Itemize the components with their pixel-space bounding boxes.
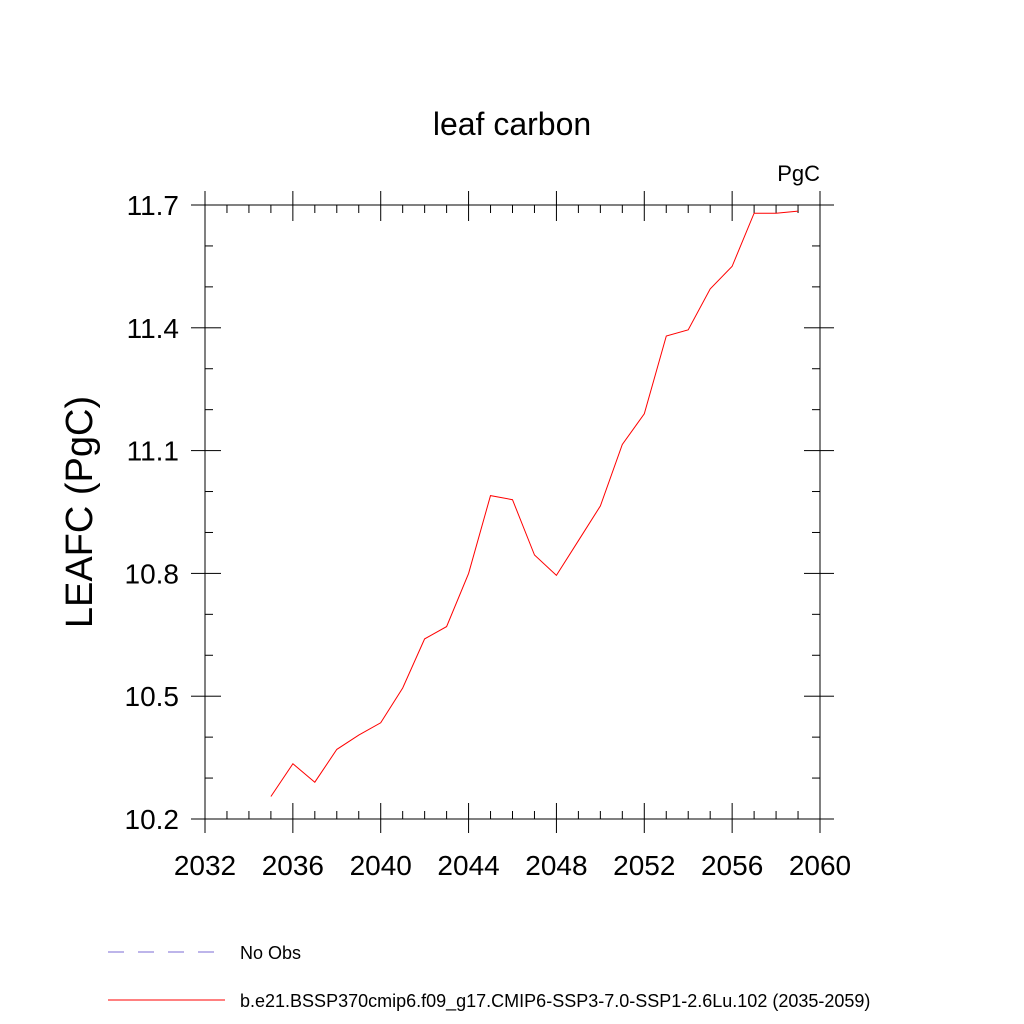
chart-title: leaf carbon [433,106,591,142]
x-tick-label: 2056 [701,850,763,881]
x-tick-label: 2044 [437,850,499,881]
series-layer [270,210,799,797]
x-tick-label: 2032 [174,850,236,881]
legend: No Obs b.e21.BSSP370cmip6.f09_g17.CMIP6-S… [108,943,870,1012]
legend-label: No Obs [240,943,301,963]
x-tick-label: 2052 [613,850,675,881]
plot-frame [204,204,821,820]
y-tick-label: 10.2 [125,804,180,835]
x-tick-label: 2036 [262,850,324,881]
y-tick-label: 11.1 [127,436,179,467]
y-axis-label: LEAFC (PgC) [59,396,101,628]
units-label: PgC [777,161,820,186]
y-tick-label: 10.5 [125,681,180,712]
x-tick-label: 2048 [525,850,587,881]
x-tick-label: 2060 [789,850,851,881]
y-tick-label: 11.7 [127,190,179,221]
ticks-layer [191,191,834,833]
y-tick-label: 11.4 [127,313,179,344]
tick-labels-layer: 2032 2036 2040 2044 2048 2052 2056 2060 10.2 10.5… [125,190,852,881]
y-tick-label: 10.8 [125,558,180,589]
legend-label: b.e21.BSSP370cmip6.f09_g17.CMIP6-SSP3-7.… [240,991,870,1012]
series-line [270,210,799,797]
x-tick-label: 2040 [350,850,412,881]
